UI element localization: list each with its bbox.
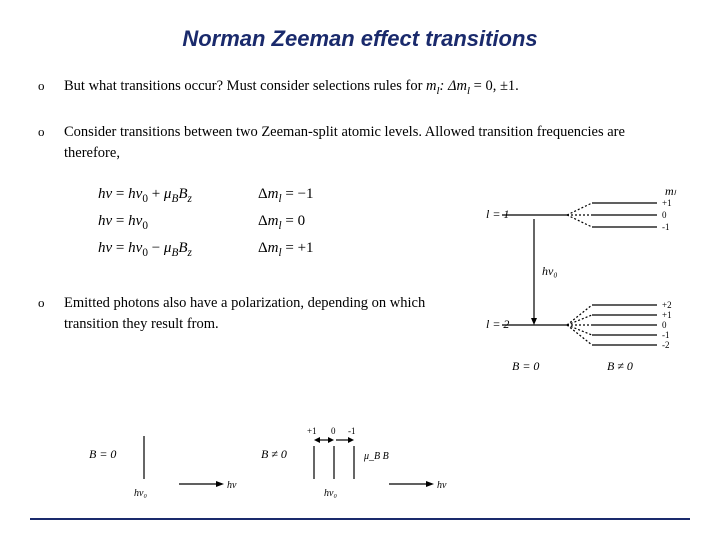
- energy-level-diagram: l = 1 l = 2 mₗ +1 0 -1 +2 +1 0 -1 -2 hν₀…: [482, 185, 692, 385]
- spectra-diagram: B = 0 hν₀ hν B ≠ 0 +1 0 -1 μ_B B hν₀ hν: [84, 424, 484, 504]
- svg-text:B ≠ 0: B ≠ 0: [261, 447, 287, 461]
- bullet-3: o Emitted photons also have a polarizati…: [38, 293, 468, 335]
- svg-text:0: 0: [662, 320, 667, 330]
- equation-lhs: hν = hν0 + μBBz: [98, 186, 258, 205]
- svg-text:hν: hν: [437, 480, 447, 491]
- svg-text:+1: +1: [662, 310, 672, 320]
- bullet-marker: o: [38, 122, 64, 140]
- svg-text:-1: -1: [348, 426, 356, 436]
- svg-text:l = 1: l = 1: [486, 207, 509, 221]
- page-title: Norman Zeeman effect transitions: [0, 0, 720, 52]
- svg-text:hν₀: hν₀: [134, 488, 147, 499]
- bullet-text: But what transitions occur? Must conside…: [64, 76, 682, 100]
- equation-rhs: Δml = 0: [258, 213, 398, 232]
- equation-rhs: Δml = +1: [258, 240, 398, 259]
- bullet-text: Emitted photons also have a polarization…: [64, 293, 468, 335]
- svg-text:-1: -1: [662, 222, 670, 232]
- equation-lhs: hν = hν0: [98, 213, 258, 232]
- svg-text:+1: +1: [307, 426, 317, 436]
- svg-text:l = 2: l = 2: [486, 317, 509, 331]
- svg-text:0: 0: [662, 210, 667, 220]
- bullet-text: Consider transitions between two Zeeman-…: [64, 122, 682, 164]
- svg-text:B = 0: B = 0: [89, 447, 116, 461]
- svg-text:B ≠ 0: B ≠ 0: [607, 359, 633, 373]
- svg-text:hν₀: hν₀: [542, 264, 558, 278]
- equation-lhs: hν = hν0 − μBBz: [98, 240, 258, 259]
- svg-text:hν₀: hν₀: [324, 488, 337, 499]
- svg-text:+1: +1: [662, 198, 672, 208]
- bullet-1: o But what transitions occur? Must consi…: [38, 76, 682, 100]
- svg-text:hν: hν: [227, 480, 237, 491]
- svg-text:-2: -2: [662, 340, 670, 350]
- svg-text:μ_B B: μ_B B: [363, 451, 389, 462]
- svg-text:mₗ: mₗ: [665, 185, 677, 198]
- svg-text:+2: +2: [662, 300, 672, 310]
- svg-text:B = 0: B = 0: [512, 359, 539, 373]
- bullet-marker: o: [38, 293, 64, 311]
- svg-text:-1: -1: [662, 330, 670, 340]
- equation-rhs: Δml = −1: [258, 186, 398, 205]
- bullet-2: o Consider transitions between two Zeema…: [38, 122, 682, 164]
- svg-text:0: 0: [331, 426, 336, 436]
- footer-rule: [30, 518, 690, 520]
- bullet-marker: o: [38, 76, 64, 94]
